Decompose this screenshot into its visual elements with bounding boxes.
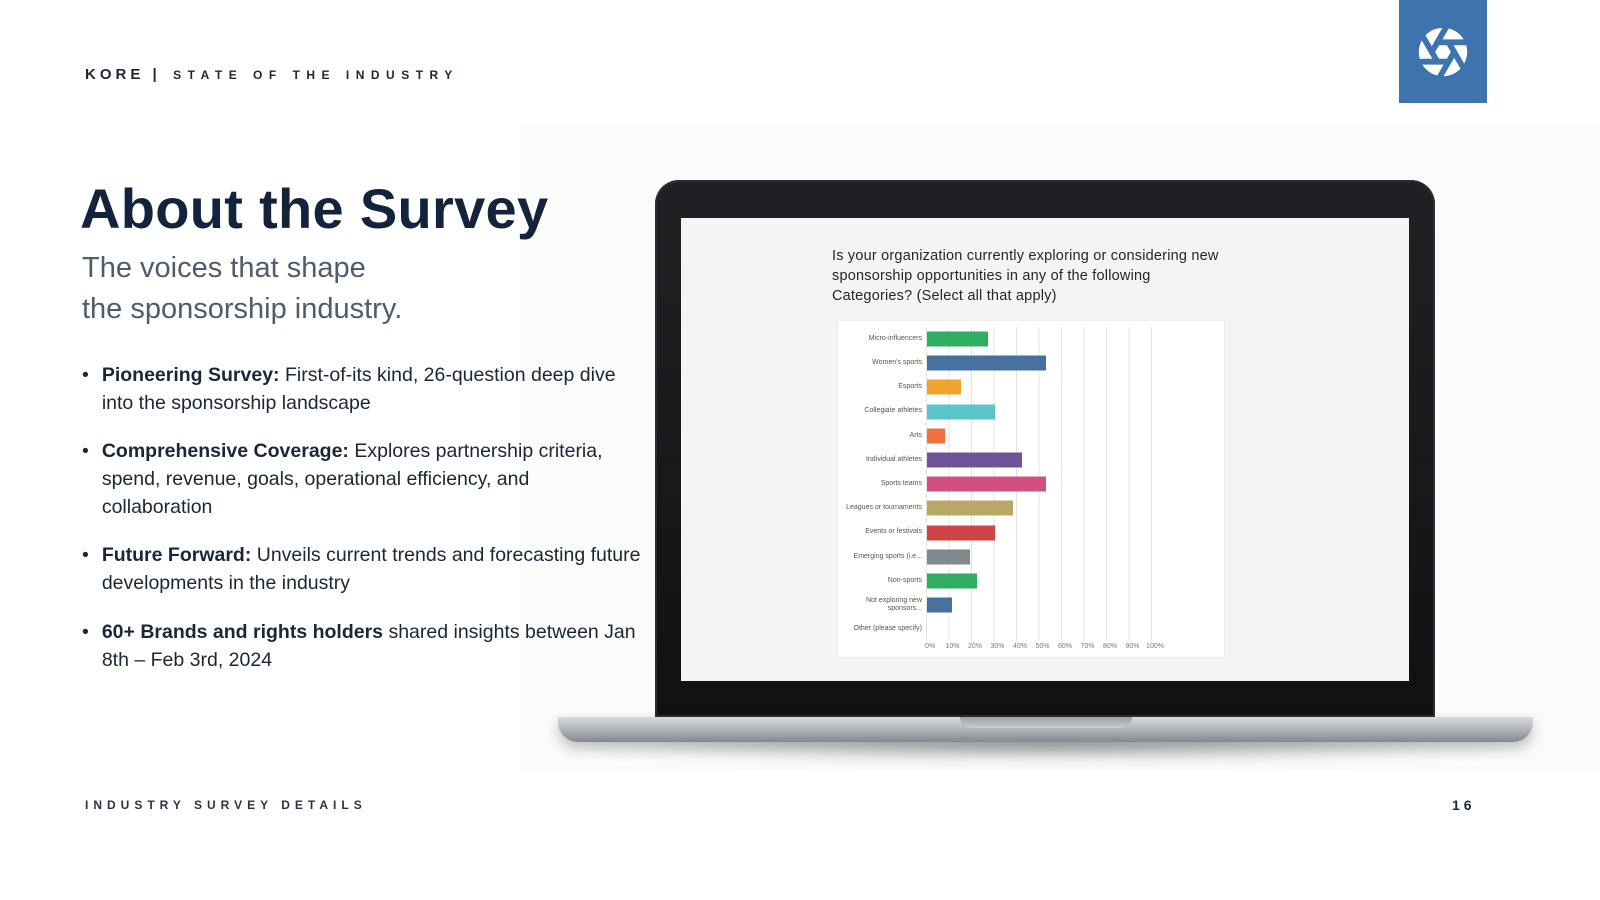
chart-track xyxy=(926,617,1153,642)
chart-bar xyxy=(927,331,988,347)
chart-bar xyxy=(927,597,952,613)
chart-row: Not exploring new sponsors... xyxy=(838,593,1224,618)
bullet-marker xyxy=(82,438,89,521)
chart-x-tick-label: 50% xyxy=(1035,643,1050,651)
chart-x-tick-label: 90% xyxy=(1125,643,1140,651)
chart-category-label: Sports teams xyxy=(880,480,922,488)
chart-row: Non-sports xyxy=(838,568,1224,594)
laptop-base-notch xyxy=(959,717,1132,728)
chart-track xyxy=(926,472,1153,497)
chart-x-tick-label: 100% xyxy=(1146,643,1164,651)
chart-row: Sports teams xyxy=(838,472,1224,497)
list-item: Pioneering Survey: First-of-its kind, 26… xyxy=(82,362,642,417)
chart-row: Other (please specify) xyxy=(838,617,1224,642)
bar-chart: Micro-influencers Women's sports Esports Co… xyxy=(837,320,1225,658)
chart-track xyxy=(926,496,1153,521)
chart-track xyxy=(926,327,1153,352)
chart-row: Collegiate athletes xyxy=(838,399,1224,424)
chart-row: Micro-influencers xyxy=(838,327,1224,352)
chart-category-label: Emerging sports (i.e... xyxy=(853,552,922,560)
chart-x-tick-label: 60% xyxy=(1057,643,1073,651)
chart-bar xyxy=(927,549,970,565)
chart-category-label: Women's sports xyxy=(872,359,922,367)
company-logo xyxy=(1399,0,1487,103)
list-item: Future Forward: Unveils current trends a… xyxy=(82,542,642,597)
list-item: Comprehensive Coverage: Explores partner… xyxy=(82,438,642,521)
chart-category-label: Non-sports xyxy=(887,576,922,584)
laptop-screen-bezel: Is your organization currently exploring… xyxy=(655,180,1435,717)
chart-track xyxy=(926,423,1153,448)
chart-category-label: Individual athletes xyxy=(865,455,922,463)
page-subtitle: The voices that shape the sponsorship in… xyxy=(82,248,402,330)
chart-x-tick-label: 80% xyxy=(1102,643,1118,651)
bullet-marker xyxy=(82,362,89,417)
chart-category-label: Events or festivals xyxy=(865,528,922,536)
bullet-text: 60+ Brands and rights holders shared ins… xyxy=(101,620,636,671)
chart-bar xyxy=(927,476,1047,492)
chart-track xyxy=(926,351,1153,376)
chart-row: Women's sports xyxy=(838,351,1224,376)
chart-category-label: Not exploring new sponsors... xyxy=(865,596,922,613)
page-number: 16 xyxy=(1452,797,1476,813)
chart-x-axis: 0% 10% 20% 30% 40% 50% 60% 70% 80% 90% 100% xyxy=(925,643,1164,657)
chart-category-label: Micro-influencers xyxy=(868,334,922,342)
chart-track xyxy=(926,593,1153,618)
chart-bar xyxy=(927,452,1022,468)
subtitle-line-1: The voices that shape xyxy=(82,252,366,284)
laptop-base xyxy=(558,717,1533,742)
chart-track xyxy=(926,447,1153,473)
chart-track xyxy=(926,544,1153,569)
chart-x-tick-label: 70% xyxy=(1080,643,1095,651)
brand-suffix: STATE OF THE INDUSTRY xyxy=(173,68,459,82)
chart-track xyxy=(926,520,1153,545)
chart-category-label: Collegiate athletes xyxy=(864,407,922,415)
brand-header: KORE | STATE OF THE INDUSTRY xyxy=(85,66,459,84)
chart-row: Leagues or tournaments xyxy=(838,496,1224,521)
chart-row: Individual athletes xyxy=(838,447,1224,473)
list-item: 60+ Brands and rights holders shared ins… xyxy=(82,619,642,674)
chart-bar xyxy=(927,428,945,444)
chart-bar xyxy=(927,525,995,541)
bullet-text: Comprehensive Coverage: Explores partner… xyxy=(101,440,603,518)
chart-row: Events or festivals xyxy=(838,520,1224,545)
chart-category-label: Leagues or tournaments xyxy=(846,504,922,512)
chart-category-label: Arts xyxy=(909,431,922,439)
bullet-marker xyxy=(82,542,89,597)
chart-x-tick-label: 0% xyxy=(924,643,936,651)
chart-rows: Micro-influencers Women's sports Esports Co… xyxy=(838,327,1224,642)
laptop-mockup: Is your organization currently exploring… xyxy=(553,178,1538,788)
bullet-text: Future Forward: Unveils current trends a… xyxy=(101,544,641,595)
chart-bar xyxy=(927,500,1013,516)
chart-x-tick-label: 10% xyxy=(945,643,960,651)
brand-name: KORE | xyxy=(85,66,161,83)
chart-track xyxy=(926,399,1153,424)
bullet-text: Pioneering Survey: First-of-its kind, 26… xyxy=(101,364,616,414)
chart-x-tick-label: 40% xyxy=(1012,643,1028,651)
chart-category-label: Other (please specify) xyxy=(853,625,922,633)
chart-row: Emerging sports (i.e... xyxy=(838,544,1224,569)
chart-bar xyxy=(927,379,961,395)
chart-row: Arts xyxy=(838,423,1224,448)
chart-category-label: Esports xyxy=(898,383,922,391)
bullet-marker xyxy=(82,619,89,674)
chart-x-tick-label: 30% xyxy=(990,643,1005,651)
chart-track xyxy=(926,568,1153,594)
survey-question-text: Is your organization currently exploring… xyxy=(832,248,1219,304)
chart-bar xyxy=(927,355,1047,371)
bullet-list: Pioneering Survey: First-of-its kind, 26… xyxy=(82,362,642,695)
chart-track xyxy=(926,375,1153,400)
aperture-shutter-icon xyxy=(1417,24,1469,79)
page-title: About the Survey xyxy=(80,177,549,240)
laptop-display: Is your organization currently exploring… xyxy=(681,218,1409,681)
subtitle-line-2: the sponsorship industry. xyxy=(82,293,403,326)
chart-row: Esports xyxy=(838,375,1224,400)
chart-x-tick-label: 20% xyxy=(967,643,983,651)
footer-section-label: INDUSTRY SURVEY DETAILS xyxy=(85,798,367,812)
chart-bar xyxy=(927,573,977,589)
chart-bar xyxy=(927,404,995,420)
